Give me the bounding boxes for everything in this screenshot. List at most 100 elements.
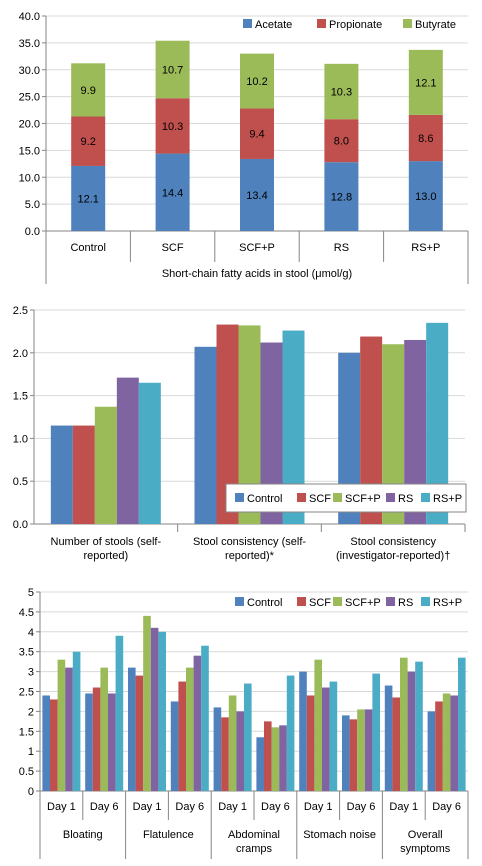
data-label: 12.1	[415, 77, 436, 89]
category-label: Day 1	[133, 801, 162, 813]
bar-control-9	[427, 711, 436, 791]
bar-rs-p-4	[244, 683, 252, 791]
bar-butyrate-scf	[155, 40, 190, 99]
legend-swatch-scf	[297, 493, 306, 502]
y-tick-label: 3.5	[19, 647, 34, 659]
bar-propionate-rs-p	[408, 114, 443, 162]
bar-scf-4	[221, 717, 229, 791]
bar-rs-p-stool-consistency-self-reported	[282, 330, 305, 524]
bar-scf-2	[135, 675, 144, 791]
data-label: 10.2	[246, 76, 267, 88]
legend-label-control: Control	[247, 597, 282, 609]
y-tick-label: 15.0	[19, 145, 40, 157]
group-label: Overall	[408, 829, 443, 841]
bar-scf-p-3	[186, 667, 194, 791]
category-label: Day 6	[347, 801, 376, 813]
bar-rs-7	[364, 709, 373, 791]
category-label: SCF	[162, 242, 184, 254]
bowel-habit-bar-chart: 0.0 0.5 1.0 1.5 2.0 2.5 Number of stools (self…	[13, 305, 467, 562]
bar-acetate-scf	[155, 153, 190, 231]
category-label: Stool consistency	[350, 536, 436, 548]
bar-control-stool-consistency-investigator-reported	[338, 352, 361, 524]
bar-rs-stool-consistency-investigator-reported	[404, 339, 427, 524]
bar-rs-5	[279, 725, 287, 791]
bar-butyrate-control	[71, 63, 106, 117]
y-tick-label: 20.0	[19, 119, 40, 131]
bar-rs-9	[450, 695, 458, 791]
bar-rs-p-number-of-stools-self-reported	[138, 382, 161, 524]
y-tick-label: 40.0	[19, 11, 40, 23]
bar-control-4	[213, 707, 222, 791]
bar-propionate-control	[71, 116, 106, 166]
bar-scf-p-7	[357, 709, 365, 791]
legend-swatch-propionate	[317, 19, 326, 28]
group-label: cramps	[236, 843, 273, 855]
bar-rs-p-0	[72, 651, 81, 791]
bar-control-8	[384, 685, 393, 791]
bar-scf-8	[392, 697, 400, 791]
bar-propionate-scf-p	[240, 108, 274, 159]
legend-swatch-scf-p	[333, 597, 342, 606]
legend-swatch-rs	[386, 493, 395, 502]
data-label: 9.4	[249, 129, 264, 141]
bar-control-5	[256, 737, 264, 791]
bar-control-7	[342, 715, 350, 791]
bar-rs-p-6	[329, 681, 338, 791]
legend-label-butyrate: Butyrate	[415, 19, 456, 31]
bar-scf-p-number-of-stools-self-reported	[94, 406, 117, 524]
legend-label-control: Control	[247, 493, 282, 505]
y-tick-label: 1.5	[13, 391, 28, 403]
bar-control-6	[299, 671, 307, 791]
data-label: 13.4	[246, 190, 267, 202]
bar-rs-p-9	[458, 657, 466, 791]
legend-label-rs: RS	[398, 493, 413, 505]
legend-label-rs-p: RS+P	[433, 597, 462, 609]
bar-rs-p-3	[201, 645, 209, 791]
bar-rs-6	[322, 687, 330, 791]
group-label: Bloating	[63, 829, 103, 841]
bar-scf-stool-consistency-self-reported	[216, 324, 239, 524]
bar-scf-number-of-stools-self-reported	[72, 425, 95, 524]
bar-acetate-rs-p	[408, 161, 443, 231]
category-label: RS	[334, 242, 349, 254]
legend-swatch-rs-p	[421, 493, 430, 502]
y-tick-label: 0.5	[13, 476, 28, 488]
bar-scf-p-stool-consistency-self-reported	[238, 325, 261, 524]
y-tick-label: 1.0	[13, 433, 28, 445]
y-tick-label: 1.5	[19, 726, 34, 738]
bar-rs-0	[65, 667, 73, 791]
y-tick-label: 4.5	[19, 607, 34, 619]
data-label: 8.0	[334, 136, 349, 148]
data-label: 8.6	[418, 133, 433, 145]
legend-swatch-control	[235, 597, 244, 606]
bar-scf-3	[178, 681, 186, 791]
category-label: reported)*	[225, 550, 275, 562]
category-label: Day 6	[175, 801, 204, 813]
category-label: Day 6	[90, 801, 119, 813]
legend-label-scf-p: SCF+P	[345, 493, 381, 505]
bar-control-2	[128, 667, 136, 791]
group-label: symptoms	[400, 843, 451, 855]
legend-label-scf: SCF	[309, 493, 331, 505]
bar-butyrate-rs	[324, 63, 359, 120]
category-label: Day 1	[304, 801, 333, 813]
group-label: Abdominal	[228, 829, 280, 841]
category-label: Day 6	[261, 801, 290, 813]
bar-acetate-scf-p	[240, 158, 274, 231]
bar-rs-p-7	[372, 673, 380, 791]
bar-control-number-of-stools-self-reported	[50, 425, 73, 524]
y-tick-label: 1	[28, 746, 34, 758]
bar-scf-stool-consistency-investigator-reported	[360, 336, 383, 524]
bar-scf-5	[264, 721, 272, 791]
bar-propionate-scf	[155, 98, 190, 154]
y-tick-label: 2.5	[13, 305, 28, 317]
y-tick-label: 25.0	[19, 92, 40, 104]
legend-label-acetate: Acetate	[255, 19, 292, 31]
category-label: Day 1	[47, 801, 76, 813]
legend-swatch-butyrate	[403, 19, 412, 28]
y-tick-label: 0.0	[13, 519, 28, 531]
y-tick-label: 2	[28, 706, 34, 718]
legend-label-propionate: Propionate	[329, 19, 382, 31]
group-label: Flatulence	[143, 829, 194, 841]
